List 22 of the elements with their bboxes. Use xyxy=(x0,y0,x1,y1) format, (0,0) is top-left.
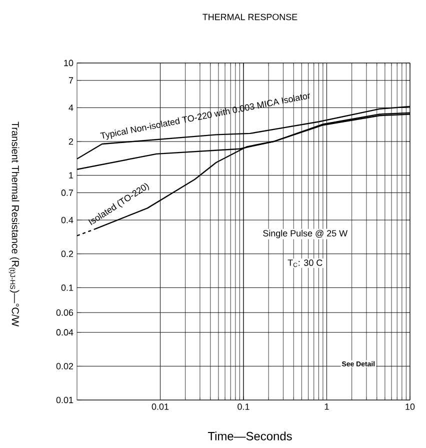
y-tick-label: 0.4 xyxy=(61,216,74,224)
y-tick-label: 0.06 xyxy=(56,309,74,316)
y-axis-title: Transient Thermal Resistance (R$_{(t)J-HS}$)—°C/W xyxy=(8,122,20,326)
y-tick-label: 0.02 xyxy=(56,363,74,370)
annotation: T$_{C}$: 30 C xyxy=(288,260,322,267)
x-tick-label: 10 xyxy=(406,404,415,410)
y-tick-label: 2 xyxy=(68,138,74,145)
y-tick-label: 0.7 xyxy=(61,190,74,196)
y-tick-label: 10 xyxy=(64,60,74,66)
y-tick-label: 0.01 xyxy=(56,396,74,404)
x-axis-title: Time—Seconds xyxy=(208,432,292,440)
x-tick-label: 0.1 xyxy=(238,404,250,410)
x-tick-label: 0.01 xyxy=(152,404,169,410)
x-tick-label: 1 xyxy=(324,404,329,410)
y-tick-label: 1 xyxy=(69,172,74,178)
y-tick-label: 0.1 xyxy=(61,284,74,291)
y-tick-label: 4 xyxy=(68,104,74,111)
y-tick-label: 7 xyxy=(68,77,74,84)
y-tick-label: 0.04 xyxy=(56,329,74,336)
y-tick-label: 0.2 xyxy=(61,250,74,258)
chart-title: THERMAL RESPONSE xyxy=(202,14,298,20)
annotation: Single Pulse @ 25 W xyxy=(263,230,348,238)
